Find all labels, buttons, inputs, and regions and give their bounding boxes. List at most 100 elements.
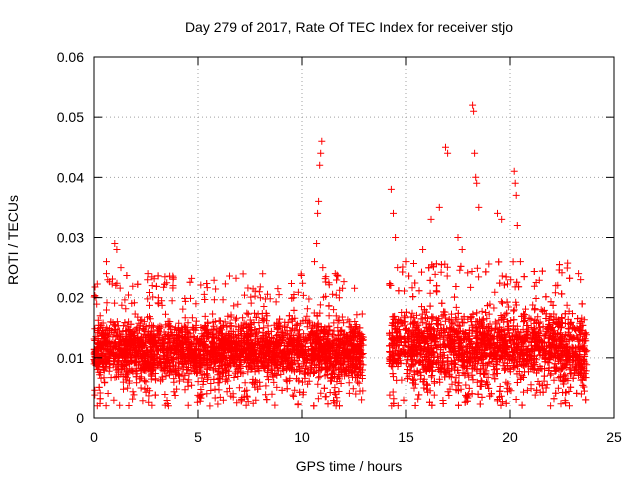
data-point [166, 362, 174, 370]
data-point [358, 396, 366, 404]
data-point [155, 300, 163, 308]
data-point [203, 390, 211, 398]
data-point [201, 296, 209, 303]
data-point [351, 284, 359, 292]
data-point [136, 361, 144, 369]
data-point [260, 303, 268, 310]
data-point [146, 301, 153, 309]
data-point [546, 371, 554, 379]
data-point [142, 323, 150, 331]
data-point [141, 385, 149, 393]
data-point [353, 311, 361, 319]
data-point [188, 274, 196, 282]
data-point [317, 389, 325, 397]
data-point [303, 312, 311, 320]
data-point [170, 378, 178, 386]
data-point [91, 325, 99, 333]
data-point [283, 385, 291, 393]
data-point [124, 384, 132, 392]
data-point [485, 260, 493, 268]
data-point [160, 328, 168, 336]
data-point [510, 307, 517, 315]
data-point [145, 392, 153, 400]
data-point [322, 273, 330, 281]
data-point [146, 313, 153, 321]
data-point [315, 374, 322, 382]
data-point [216, 393, 224, 401]
data-point [299, 279, 307, 287]
data-point [235, 384, 243, 392]
data-point [259, 270, 267, 278]
data-point [340, 278, 348, 286]
data-point [215, 379, 223, 387]
data-point [490, 304, 498, 312]
data-point [224, 312, 232, 320]
data-point [179, 305, 187, 313]
data-point [271, 401, 279, 409]
data-point [171, 392, 179, 399]
data-point [547, 402, 555, 410]
data-point [313, 312, 321, 320]
data-point [328, 332, 336, 340]
data-point [262, 391, 270, 399]
data-point [158, 301, 166, 309]
data-point [163, 397, 171, 404]
data-point [234, 300, 242, 308]
data-point [166, 272, 174, 280]
data-point [243, 309, 251, 317]
data-point [161, 391, 169, 398]
data-point [239, 270, 247, 278]
data-point [325, 323, 333, 331]
data-point [358, 310, 366, 318]
data-point [220, 322, 227, 329]
data-point [303, 305, 311, 313]
data-point [165, 371, 173, 379]
data-point [336, 286, 344, 294]
data-point [210, 276, 218, 284]
data-point [497, 392, 505, 400]
data-point [344, 316, 352, 324]
data-point [201, 312, 209, 320]
data-point [256, 283, 264, 291]
data-point [181, 295, 189, 302]
data-point [168, 297, 176, 305]
data-point [295, 330, 303, 338]
data-point [314, 395, 322, 403]
data-point [414, 395, 422, 403]
data-point [263, 373, 271, 381]
data-point [254, 310, 262, 318]
data-point [410, 260, 417, 267]
data-point [137, 384, 145, 392]
data-point [316, 373, 324, 381]
data-point [209, 310, 217, 318]
data-point [111, 299, 119, 307]
data-point [297, 272, 305, 279]
data-point [333, 271, 341, 279]
data-point [100, 374, 108, 382]
data-point [338, 326, 346, 334]
data-point [103, 306, 110, 314]
data-point [523, 386, 531, 394]
data-point [130, 391, 138, 399]
data-point [233, 314, 240, 322]
data-point [274, 285, 282, 293]
data-point [430, 391, 438, 399]
data-point [359, 336, 367, 344]
data-point [557, 400, 565, 408]
data-point [564, 259, 572, 267]
data-point [162, 372, 170, 380]
data-point [122, 373, 130, 381]
data-point [210, 296, 218, 304]
data-point [246, 316, 254, 324]
data-point [216, 317, 224, 325]
data-point [152, 282, 160, 290]
data-point [329, 290, 337, 298]
data-point [551, 289, 559, 297]
data-point [255, 288, 263, 296]
data-point [321, 393, 329, 401]
data-point [473, 264, 481, 272]
data-point [247, 293, 255, 301]
data-point [96, 395, 104, 403]
data-point [278, 386, 286, 394]
